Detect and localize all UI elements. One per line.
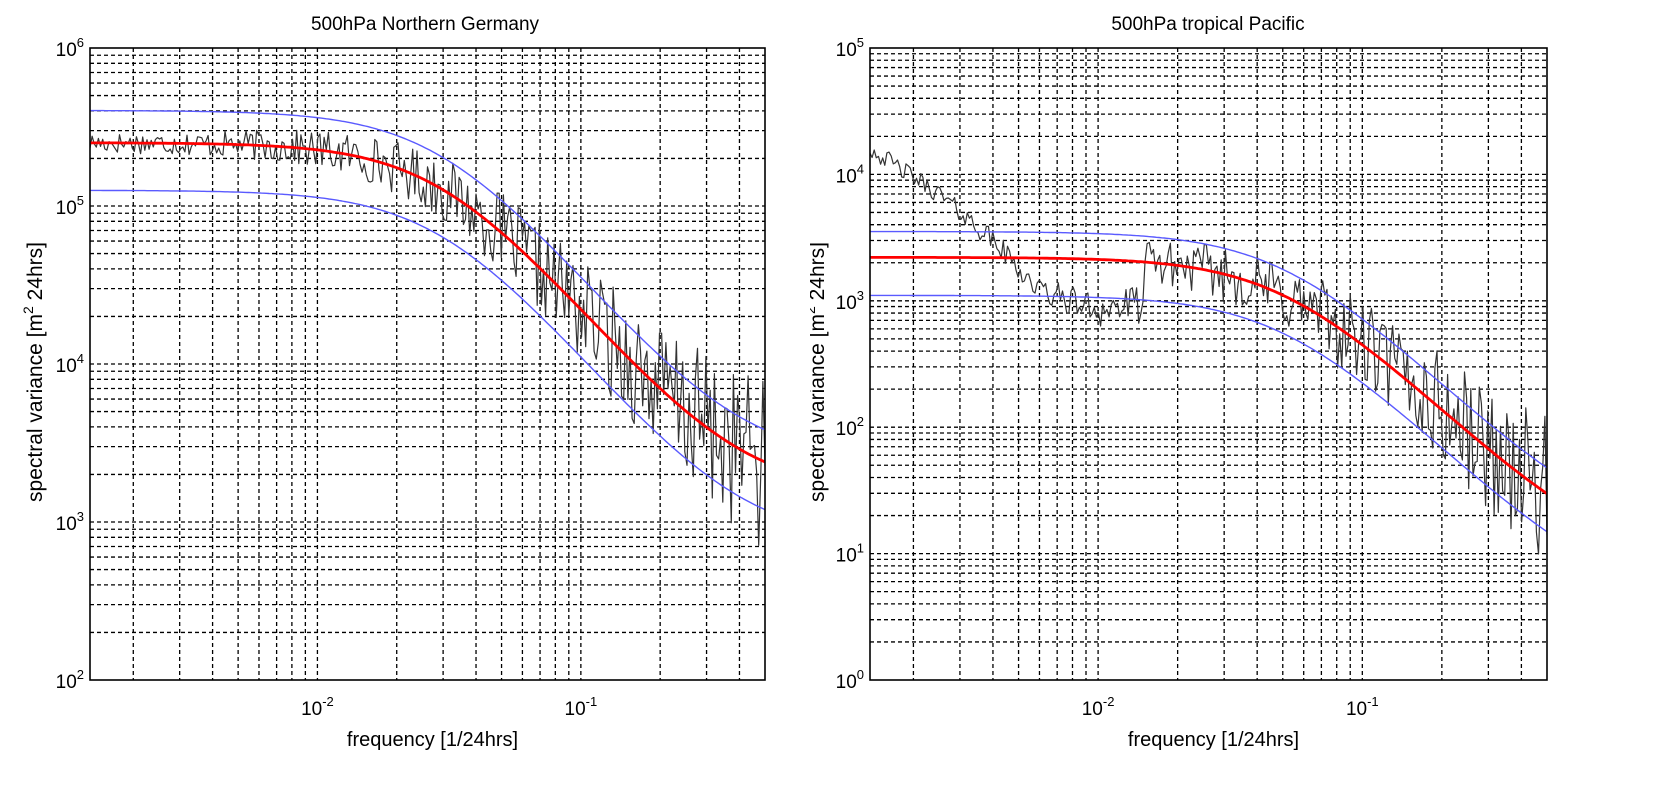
y-tick-base: 10 <box>836 419 857 440</box>
x-tick-base: 10 <box>1082 699 1103 720</box>
y-tick-label: 105 <box>836 35 864 61</box>
y-tick-base: 10 <box>56 40 77 61</box>
y-tick-label: 100 <box>836 667 864 693</box>
x-tick-base: 10 <box>301 699 322 720</box>
x-tick-exp: -1 <box>586 694 598 709</box>
y-tick-exp: 1 <box>857 541 864 556</box>
y-tick-base: 10 <box>836 40 857 61</box>
x-tick-label: 10-2 <box>1082 694 1115 720</box>
series-raw-line <box>870 149 1547 555</box>
y-label-tail: 24hrs] <box>810 242 829 306</box>
y-tick-base: 10 <box>836 293 857 314</box>
y-tick-exp: 3 <box>77 509 84 524</box>
y-tick-base: 10 <box>56 198 77 219</box>
y-tick-label: 106 <box>56 35 84 61</box>
y-tick-exp: 4 <box>857 161 864 176</box>
axes-frame <box>869 47 1548 681</box>
chart-title: 500hPa Northern Germany <box>311 14 540 35</box>
series-upper-line <box>90 109 765 431</box>
series-fit-line <box>870 255 1547 495</box>
axes-frame <box>89 47 766 681</box>
y-label-tail: 24hrs] <box>24 242 47 306</box>
y-tick-label: 102 <box>836 414 864 440</box>
y-tick-exp: 5 <box>77 193 84 208</box>
series-upper-line <box>870 230 1547 469</box>
y-axis-label: spectral variance [m2 24hrs] <box>20 242 47 502</box>
y-tick-exp: 0 <box>857 667 864 682</box>
y-label-sup: 2 <box>810 306 818 314</box>
x-tick-exp: -2 <box>1103 694 1115 709</box>
series-fit-line <box>90 141 765 464</box>
x-tick-label: 10-2 <box>301 694 334 720</box>
y-tick-base: 10 <box>836 546 857 567</box>
x-tick-exp: -2 <box>322 694 334 709</box>
y-tick-label: 104 <box>836 161 864 187</box>
y-tick-label: 105 <box>56 193 84 219</box>
y-tick-label: 102 <box>56 667 84 693</box>
y-tick-base: 10 <box>836 672 857 693</box>
y-tick-exp: 2 <box>857 414 864 429</box>
x-tick-exp: -1 <box>1367 694 1379 709</box>
y-label-main: spectral variance [m <box>24 314 47 502</box>
y-tick-exp: 4 <box>77 351 84 366</box>
y-tick-exp: 3 <box>857 288 864 303</box>
y-label-main: spectral variance [m <box>810 314 829 502</box>
y-tick-base: 10 <box>836 166 857 187</box>
x-axis-label: frequency [1/24hrs] <box>347 729 518 751</box>
y-tick-label: 103 <box>56 509 84 535</box>
y-tick-label: 101 <box>836 541 864 567</box>
series-lower-line <box>870 294 1547 533</box>
y-tick-base: 10 <box>56 356 77 377</box>
y-tick-base: 10 <box>56 672 77 693</box>
x-tick-label: 10-1 <box>1346 694 1379 720</box>
y-tick-exp: 2 <box>77 667 84 682</box>
grid <box>870 48 1547 680</box>
x-tick-base: 10 <box>565 699 586 720</box>
x-axis-label: frequency [1/24hrs] <box>1128 729 1299 751</box>
y-tick-label: 104 <box>56 351 84 377</box>
x-tick-label: 10-1 <box>565 694 598 720</box>
y-tick-label: 103 <box>836 288 864 314</box>
chart-title: 500hPa tropical Pacific <box>1111 14 1304 35</box>
y-tick-exp: 6 <box>77 35 84 50</box>
y-tick-exp: 5 <box>857 35 864 50</box>
series-raw-line <box>90 129 765 547</box>
y-label-sup: 2 <box>20 306 36 314</box>
plot-area <box>870 149 1547 555</box>
plot-area <box>90 109 765 547</box>
series-lower-line <box>90 189 765 511</box>
y-tick-base: 10 <box>56 514 77 535</box>
y-axis-label: spectral variance [m2 24hrs] <box>810 242 829 502</box>
x-tick-base: 10 <box>1346 699 1367 720</box>
